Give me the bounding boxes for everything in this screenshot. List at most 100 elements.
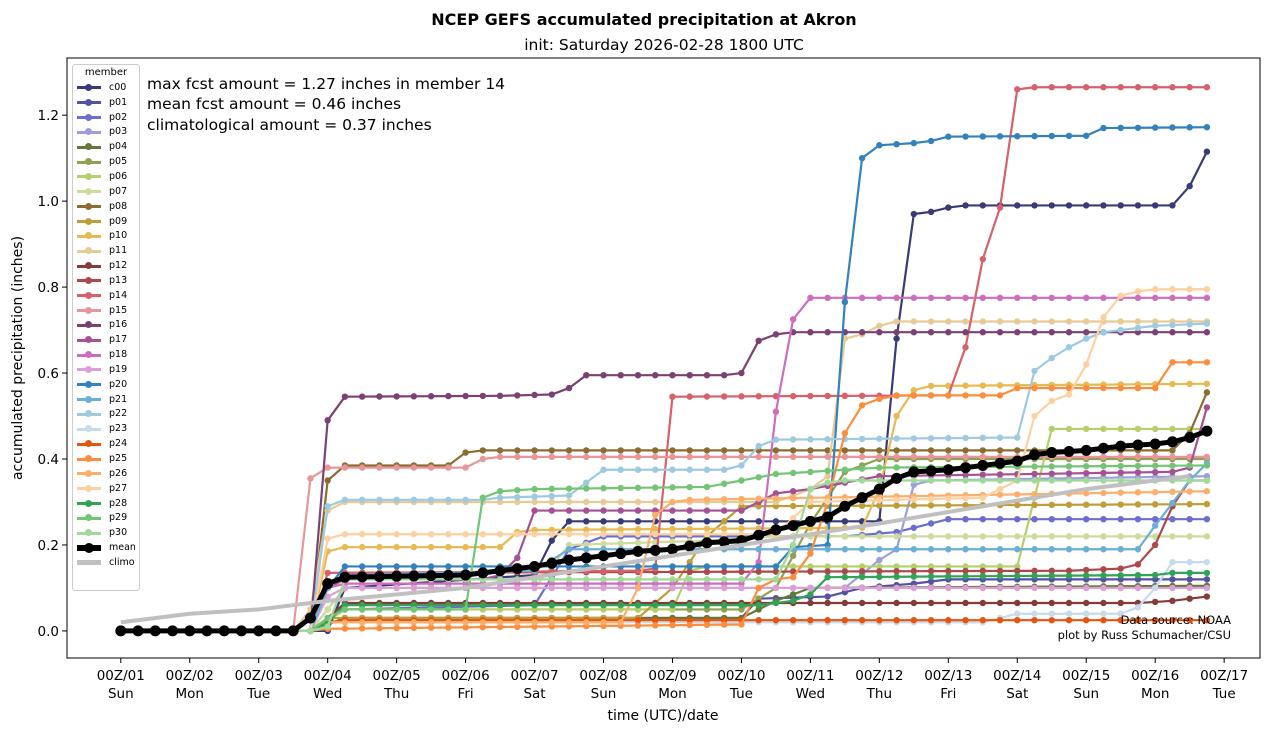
data-point-p10 [341, 543, 349, 551]
data-point-p11 [531, 498, 538, 506]
data-point-p30 [858, 477, 866, 484]
data-point-p28 [1083, 572, 1090, 579]
plot-frame [66, 57, 1261, 659]
data-point-p02 [996, 515, 1004, 523]
data-point-p02 [945, 515, 952, 523]
data-point-p22 [669, 466, 676, 473]
data-point-p19 [514, 584, 521, 592]
data-point-p10 [720, 525, 728, 532]
data-point-p20 [652, 563, 659, 570]
data-point-p11 [927, 318, 935, 325]
data-point-p15 [720, 453, 728, 461]
data-point-p19 [807, 584, 814, 592]
legend-label: p18 [109, 349, 128, 361]
legend-item-p22: p22 [73, 407, 139, 422]
data-point-p27 [962, 494, 969, 502]
legend-label: p08 [109, 200, 128, 212]
data-source-label: Data source: NOAA [1121, 613, 1231, 627]
data-point-p16 [1203, 329, 1211, 336]
data-point-p11 [583, 498, 590, 506]
data-point-p14 [1031, 84, 1038, 91]
x-tick-weekday: Mon [658, 686, 686, 702]
legend-label: p26 [109, 467, 128, 479]
data-point-p28 [945, 573, 952, 580]
legend-item-p02: p02 [73, 110, 139, 125]
data-point-p23 [1048, 610, 1055, 617]
x-tick-label: 00Z/10 [717, 668, 765, 684]
x-tick-label: 00Z/07 [510, 668, 558, 684]
data-point-p25 [358, 625, 366, 632]
legend-swatch [77, 364, 101, 374]
data-point-p29 [427, 606, 435, 613]
data-point-p08 [858, 447, 866, 454]
data-point-p15 [1134, 453, 1142, 461]
data-point-p29 [565, 485, 573, 492]
data-point-p27 [479, 531, 487, 538]
data-point-p19 [1048, 584, 1055, 592]
data-point-p30 [634, 576, 642, 583]
data-point-p13 [1083, 566, 1090, 574]
data-point-p01 [1203, 576, 1211, 583]
legend-swatch [77, 216, 101, 226]
credit-label: plot by Russ Schumacher/CSU [1058, 628, 1231, 642]
data-point-p30 [669, 576, 676, 583]
legend-item-p03: p03 [73, 125, 139, 140]
data-point-mean [1166, 436, 1178, 448]
legend: member c00 p01 p02 p03 p04 p05 p06 p07 p08 p09 p10… [72, 64, 140, 591]
data-point-p15 [1117, 453, 1124, 461]
data-point-c00 [1169, 202, 1176, 209]
legend-swatch [77, 454, 101, 464]
legend-swatch [77, 171, 101, 181]
data-point-p16 [427, 393, 435, 400]
data-point-p24 [789, 616, 797, 624]
data-point-p30 [1203, 477, 1211, 484]
data-point-p21 [583, 546, 590, 553]
data-point-p17 [583, 507, 590, 514]
data-point-p13 [893, 568, 900, 575]
data-point-p06 [841, 563, 849, 570]
data-point-mean [822, 511, 834, 523]
data-point-p02 [1048, 515, 1055, 523]
data-point-p27 [462, 531, 469, 538]
data-point-p19 [996, 584, 1004, 592]
data-point-p23 [1117, 610, 1124, 617]
data-point-p29 [703, 483, 711, 491]
data-point-p20 [738, 563, 745, 570]
legend-label: p12 [109, 260, 128, 272]
data-point-p11 [945, 318, 952, 325]
data-point-p14 [807, 392, 814, 400]
data-point-p19 [669, 584, 676, 592]
data-point-p14 [1169, 84, 1176, 91]
data-point-p20 [1083, 132, 1090, 139]
data-point-p25 [1134, 384, 1142, 392]
data-point-p19 [1117, 584, 1124, 592]
data-point-p14 [824, 392, 831, 400]
data-point-p08 [910, 447, 918, 454]
data-point-p19 [358, 584, 366, 592]
data-point-p10 [617, 526, 624, 533]
data-point-p29 [686, 483, 693, 491]
data-point-p08 [496, 447, 504, 454]
data-point-p25 [996, 392, 1004, 399]
data-point-p22 [427, 496, 435, 504]
data-point-mean [563, 554, 575, 566]
data-point-p18 [979, 294, 986, 302]
data-point-mean [580, 552, 592, 564]
data-point-p28 [858, 573, 866, 581]
data-point-p10 [548, 526, 555, 534]
data-point-p09 [1014, 501, 1021, 509]
legend-item-p18: p18 [73, 347, 139, 362]
data-point-p24 [1083, 616, 1090, 624]
data-point-p21 [824, 546, 831, 553]
data-point-p14 [1083, 84, 1090, 91]
data-point-p15 [703, 453, 711, 461]
legend-swatch [77, 439, 101, 449]
data-point-p13 [841, 568, 849, 575]
x-tick-label: 00Z/17 [1200, 668, 1248, 684]
data-point-p16 [996, 329, 1004, 336]
data-point-p28 [720, 601, 728, 609]
data-point-p16 [358, 393, 366, 400]
data-point-p17 [600, 507, 607, 514]
data-point-c00 [1134, 202, 1142, 209]
data-point-p27 [565, 531, 573, 538]
